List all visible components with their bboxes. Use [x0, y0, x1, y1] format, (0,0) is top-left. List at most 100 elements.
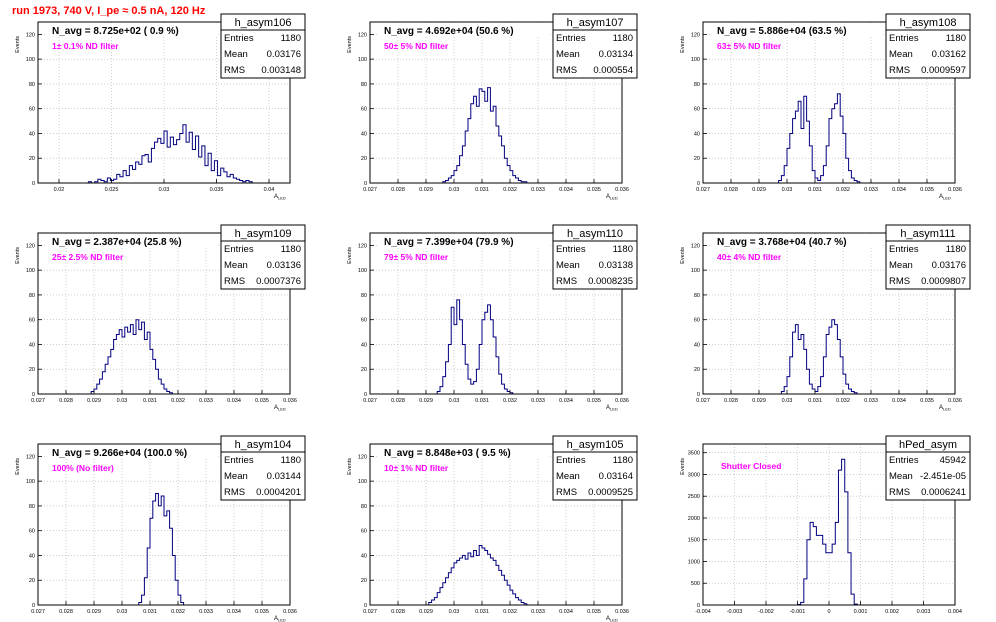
navg-label: N_avg = 3.768e+04 (40.7 %) — [717, 237, 847, 248]
y-tick-label: 20 — [694, 367, 700, 373]
stats-box — [220, 435, 306, 501]
page-title: run 1973, 740 V, I_pe ≈ 0.5 nA, 120 Hz — [12, 5, 206, 17]
plot-frame — [369, 443, 623, 606]
stats-value: 0.03144 — [267, 471, 301, 482]
x-tick-label: 0.032 — [503, 187, 517, 193]
x-tick-label: 0.035 — [255, 609, 269, 615]
x-tick-label: 0.034 — [559, 187, 573, 193]
y-tick-label: 20 — [694, 156, 700, 162]
x-tick-label: 0.031 — [475, 398, 489, 404]
filter-note: 63± 5% ND filter — [717, 41, 782, 51]
y-tick-label: 120 — [691, 243, 700, 249]
x-axis-label: ALED — [606, 616, 618, 622]
navg-label: N_avg = 2.387e+04 (25.8 %) — [52, 237, 182, 248]
y-axis-label: Events — [15, 247, 21, 264]
histogram-panel: 0.027 0.028 0.029 0.03 0.031 0.032 0.033 0.034 0… — [347, 13, 638, 201]
y-tick-label: 60 — [29, 318, 35, 324]
x-tick-label: 0.025 — [105, 187, 119, 193]
histogram-bars — [38, 493, 290, 606]
y-tick-label: 100 — [26, 479, 35, 485]
histogram-name: h_asym108 — [900, 17, 957, 29]
y-tick-label: 20 — [29, 578, 35, 584]
stats-box — [220, 13, 306, 79]
y-tick-label: 60 — [29, 529, 35, 535]
x-tick-label: 0.029 — [419, 609, 433, 615]
stats-value: 0.03176 — [267, 49, 301, 60]
y-tick-label: 80 — [361, 504, 367, 510]
x-tick-label: 0.029 — [752, 398, 766, 404]
x-tick-label: 0.027 — [363, 398, 377, 404]
y-tick-label: 0 — [697, 181, 700, 187]
stats-key: RMS — [556, 487, 577, 498]
y-tick-label: 20 — [361, 367, 367, 373]
stats-value: 1180 — [281, 244, 301, 255]
stats-value: 0.0009525 — [588, 487, 633, 498]
y-tick-label: 40 — [694, 342, 700, 348]
plot-frame — [369, 232, 623, 395]
x-tick-label: 0.031 — [808, 398, 822, 404]
stats-key: Entries — [556, 455, 586, 466]
stats-key: Mean — [889, 260, 913, 271]
x-tick-label: 0.034 — [227, 398, 241, 404]
y-tick-label: 80 — [694, 293, 700, 299]
x-tick-label: 0.035 — [587, 187, 601, 193]
navg-box — [711, 23, 883, 37]
y-tick-label: 20 — [29, 156, 35, 162]
y-tick-label: 0 — [697, 392, 700, 398]
plot-frame — [702, 232, 956, 395]
stats-key: Mean — [556, 471, 580, 482]
x-tick-label: 0.036 — [948, 398, 962, 404]
y-tick-label: 80 — [361, 82, 367, 88]
x-tick-label: 0.032 — [503, 609, 517, 615]
x-tick-label: 0.033 — [864, 187, 878, 193]
stats-key: Mean — [224, 471, 248, 482]
x-tick-label: 0.035 — [587, 398, 601, 404]
y-tick-label: 120 — [358, 454, 367, 460]
stats-key: Mean — [224, 49, 248, 60]
x-tick-label: 0.029 — [87, 609, 101, 615]
histogram-name: h_asym110 — [567, 228, 623, 240]
histogram-name: h_asym105 — [567, 439, 624, 451]
y-tick-label: 1000 — [688, 559, 700, 565]
y-tick-label: 40 — [361, 342, 367, 348]
stats-value: 0.03138 — [599, 260, 633, 271]
histogram-panel: 0.027 0.028 0.029 0.03 0.031 0.032 0.033 0.034 0… — [15, 224, 306, 412]
x-tick-label: 0.028 — [724, 398, 738, 404]
histogram-bars — [370, 299, 622, 395]
stats-key: RMS — [889, 65, 910, 76]
x-tick-label: 0.03 — [449, 609, 460, 615]
x-tick-label: 0.032 — [503, 398, 517, 404]
stats-key: RMS — [224, 65, 245, 76]
y-axis-label: Events — [680, 247, 686, 264]
x-tick-label: 0 — [827, 609, 830, 615]
x-tick-label: 0.032 — [836, 398, 850, 404]
y-tick-label: 0 — [32, 392, 35, 398]
navg-label: N_avg = 9.266e+04 (100.0 %) — [52, 448, 187, 459]
histogram-name: h_asym107 — [567, 17, 624, 29]
stats-key: RMS — [224, 487, 245, 498]
x-tick-label: 0.04 — [264, 187, 275, 193]
y-tick-label: 0 — [32, 603, 35, 609]
x-tick-label: 0.029 — [87, 398, 101, 404]
x-tick-label: 0.02 — [54, 187, 65, 193]
x-tick-label: 0.027 — [696, 398, 710, 404]
x-tick-label: 0.03 — [117, 398, 128, 404]
x-tick-label: 0.033 — [199, 398, 213, 404]
y-tick-label: 40 — [361, 553, 367, 559]
x-tick-label: 0.028 — [391, 398, 405, 404]
y-tick-label: 80 — [694, 82, 700, 88]
x-tick-label: 0.032 — [171, 398, 185, 404]
x-tick-label: 0.036 — [615, 609, 629, 615]
y-axis-label: Events — [15, 36, 21, 53]
histogram-bars — [370, 87, 622, 184]
y-tick-label: 100 — [26, 268, 35, 274]
y-tick-label: 100 — [691, 57, 700, 63]
filter-note: 50± 5% ND filter — [384, 41, 449, 51]
y-tick-label: 120 — [358, 32, 367, 38]
y-tick-label: 20 — [361, 578, 367, 584]
x-tick-label: 0.036 — [948, 187, 962, 193]
y-axis-label: Events — [15, 458, 21, 475]
x-tick-label: 0.033 — [531, 187, 545, 193]
x-tick-label: 0.03 — [159, 187, 170, 193]
filter-note: 100% (No filter) — [52, 463, 114, 473]
